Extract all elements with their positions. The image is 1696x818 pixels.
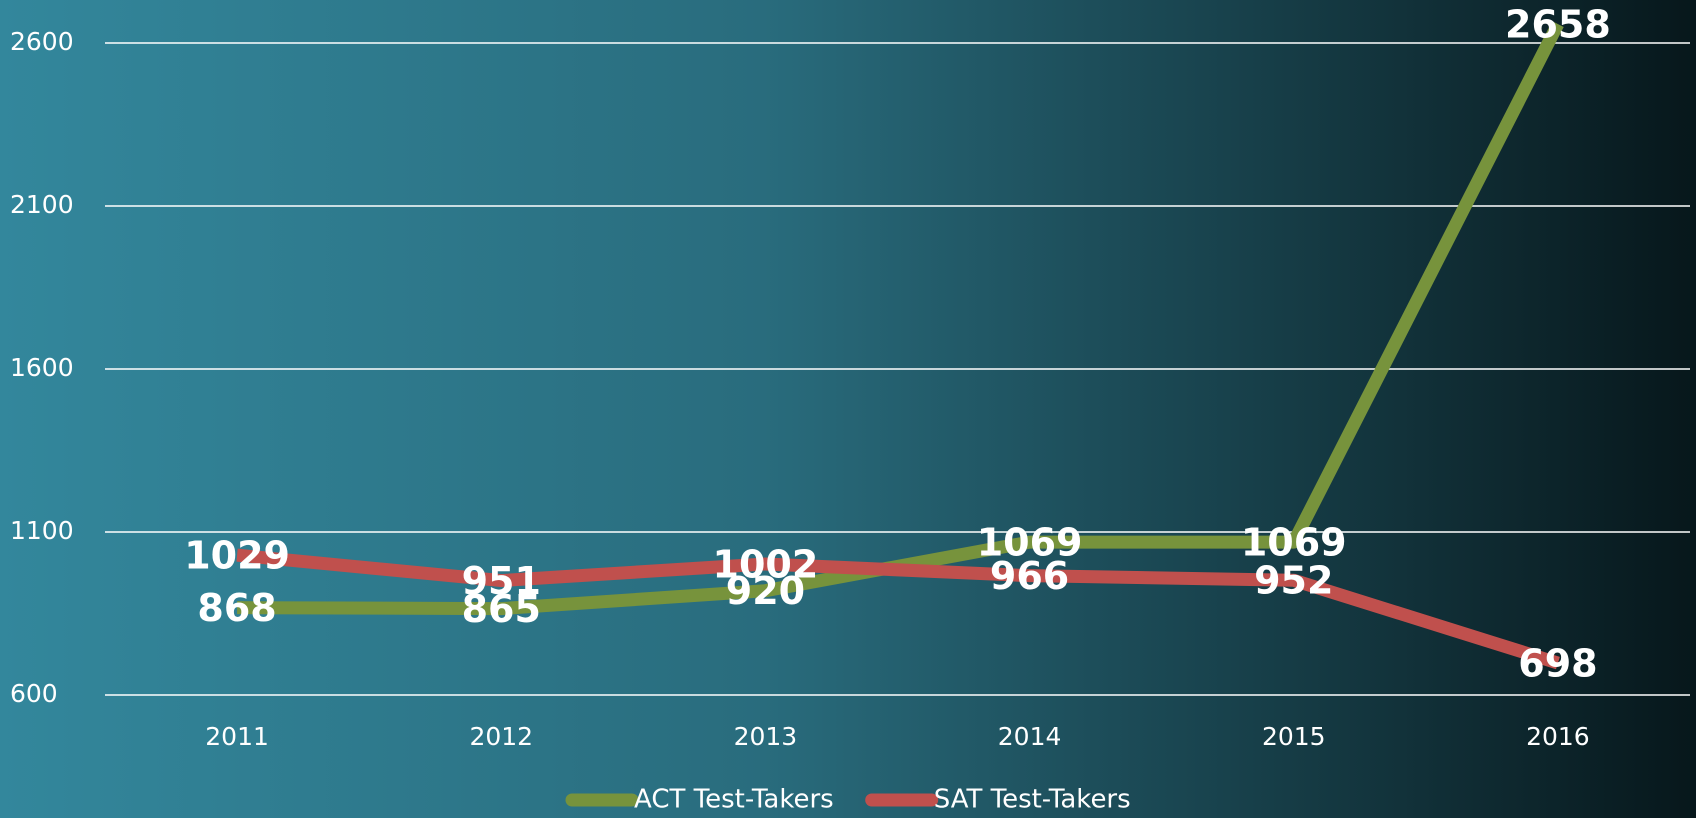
y-tick-label: 2600 (10, 27, 74, 56)
y-tick-label: 1600 (10, 353, 74, 382)
data-label: 1069 (977, 521, 1083, 565)
legend-label: SAT Test-Takers (934, 785, 1131, 815)
x-tick-label: 2014 (998, 722, 1062, 751)
series-line (236, 548, 1560, 670)
legend-label: ACT Test-Takers (634, 785, 834, 815)
data-label: 698 (1518, 642, 1597, 686)
data-label: 865 (462, 587, 541, 631)
x-tick-label: 2013 (734, 722, 798, 751)
x-tick-label: 2011 (205, 722, 269, 751)
data-label: 1069 (1241, 521, 1347, 565)
data-label: 966 (990, 554, 1069, 598)
data-label: 1029 (184, 534, 290, 578)
data-label: 1002 (713, 542, 819, 586)
y-tick-label: 1100 (10, 516, 74, 545)
data-label: 868 (197, 586, 276, 630)
x-tick-label: 2016 (1526, 722, 1590, 751)
data-label: 952 (1254, 559, 1333, 603)
data-label: 951 (462, 559, 541, 603)
y-tick-label: 2100 (10, 190, 74, 219)
data-label: 2658 (1505, 3, 1611, 47)
x-tick-label: 2015 (1262, 722, 1326, 751)
data-label: 920 (726, 569, 805, 613)
y-tick-label: 600 (10, 679, 58, 708)
x-tick-label: 2012 (469, 722, 533, 751)
